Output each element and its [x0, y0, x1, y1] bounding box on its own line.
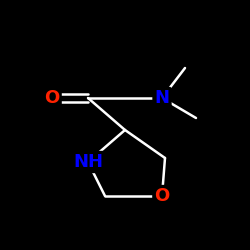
- Text: O: O: [44, 89, 60, 107]
- Text: O: O: [154, 187, 170, 205]
- Text: N: N: [154, 89, 170, 107]
- Text: NH: NH: [73, 153, 103, 171]
